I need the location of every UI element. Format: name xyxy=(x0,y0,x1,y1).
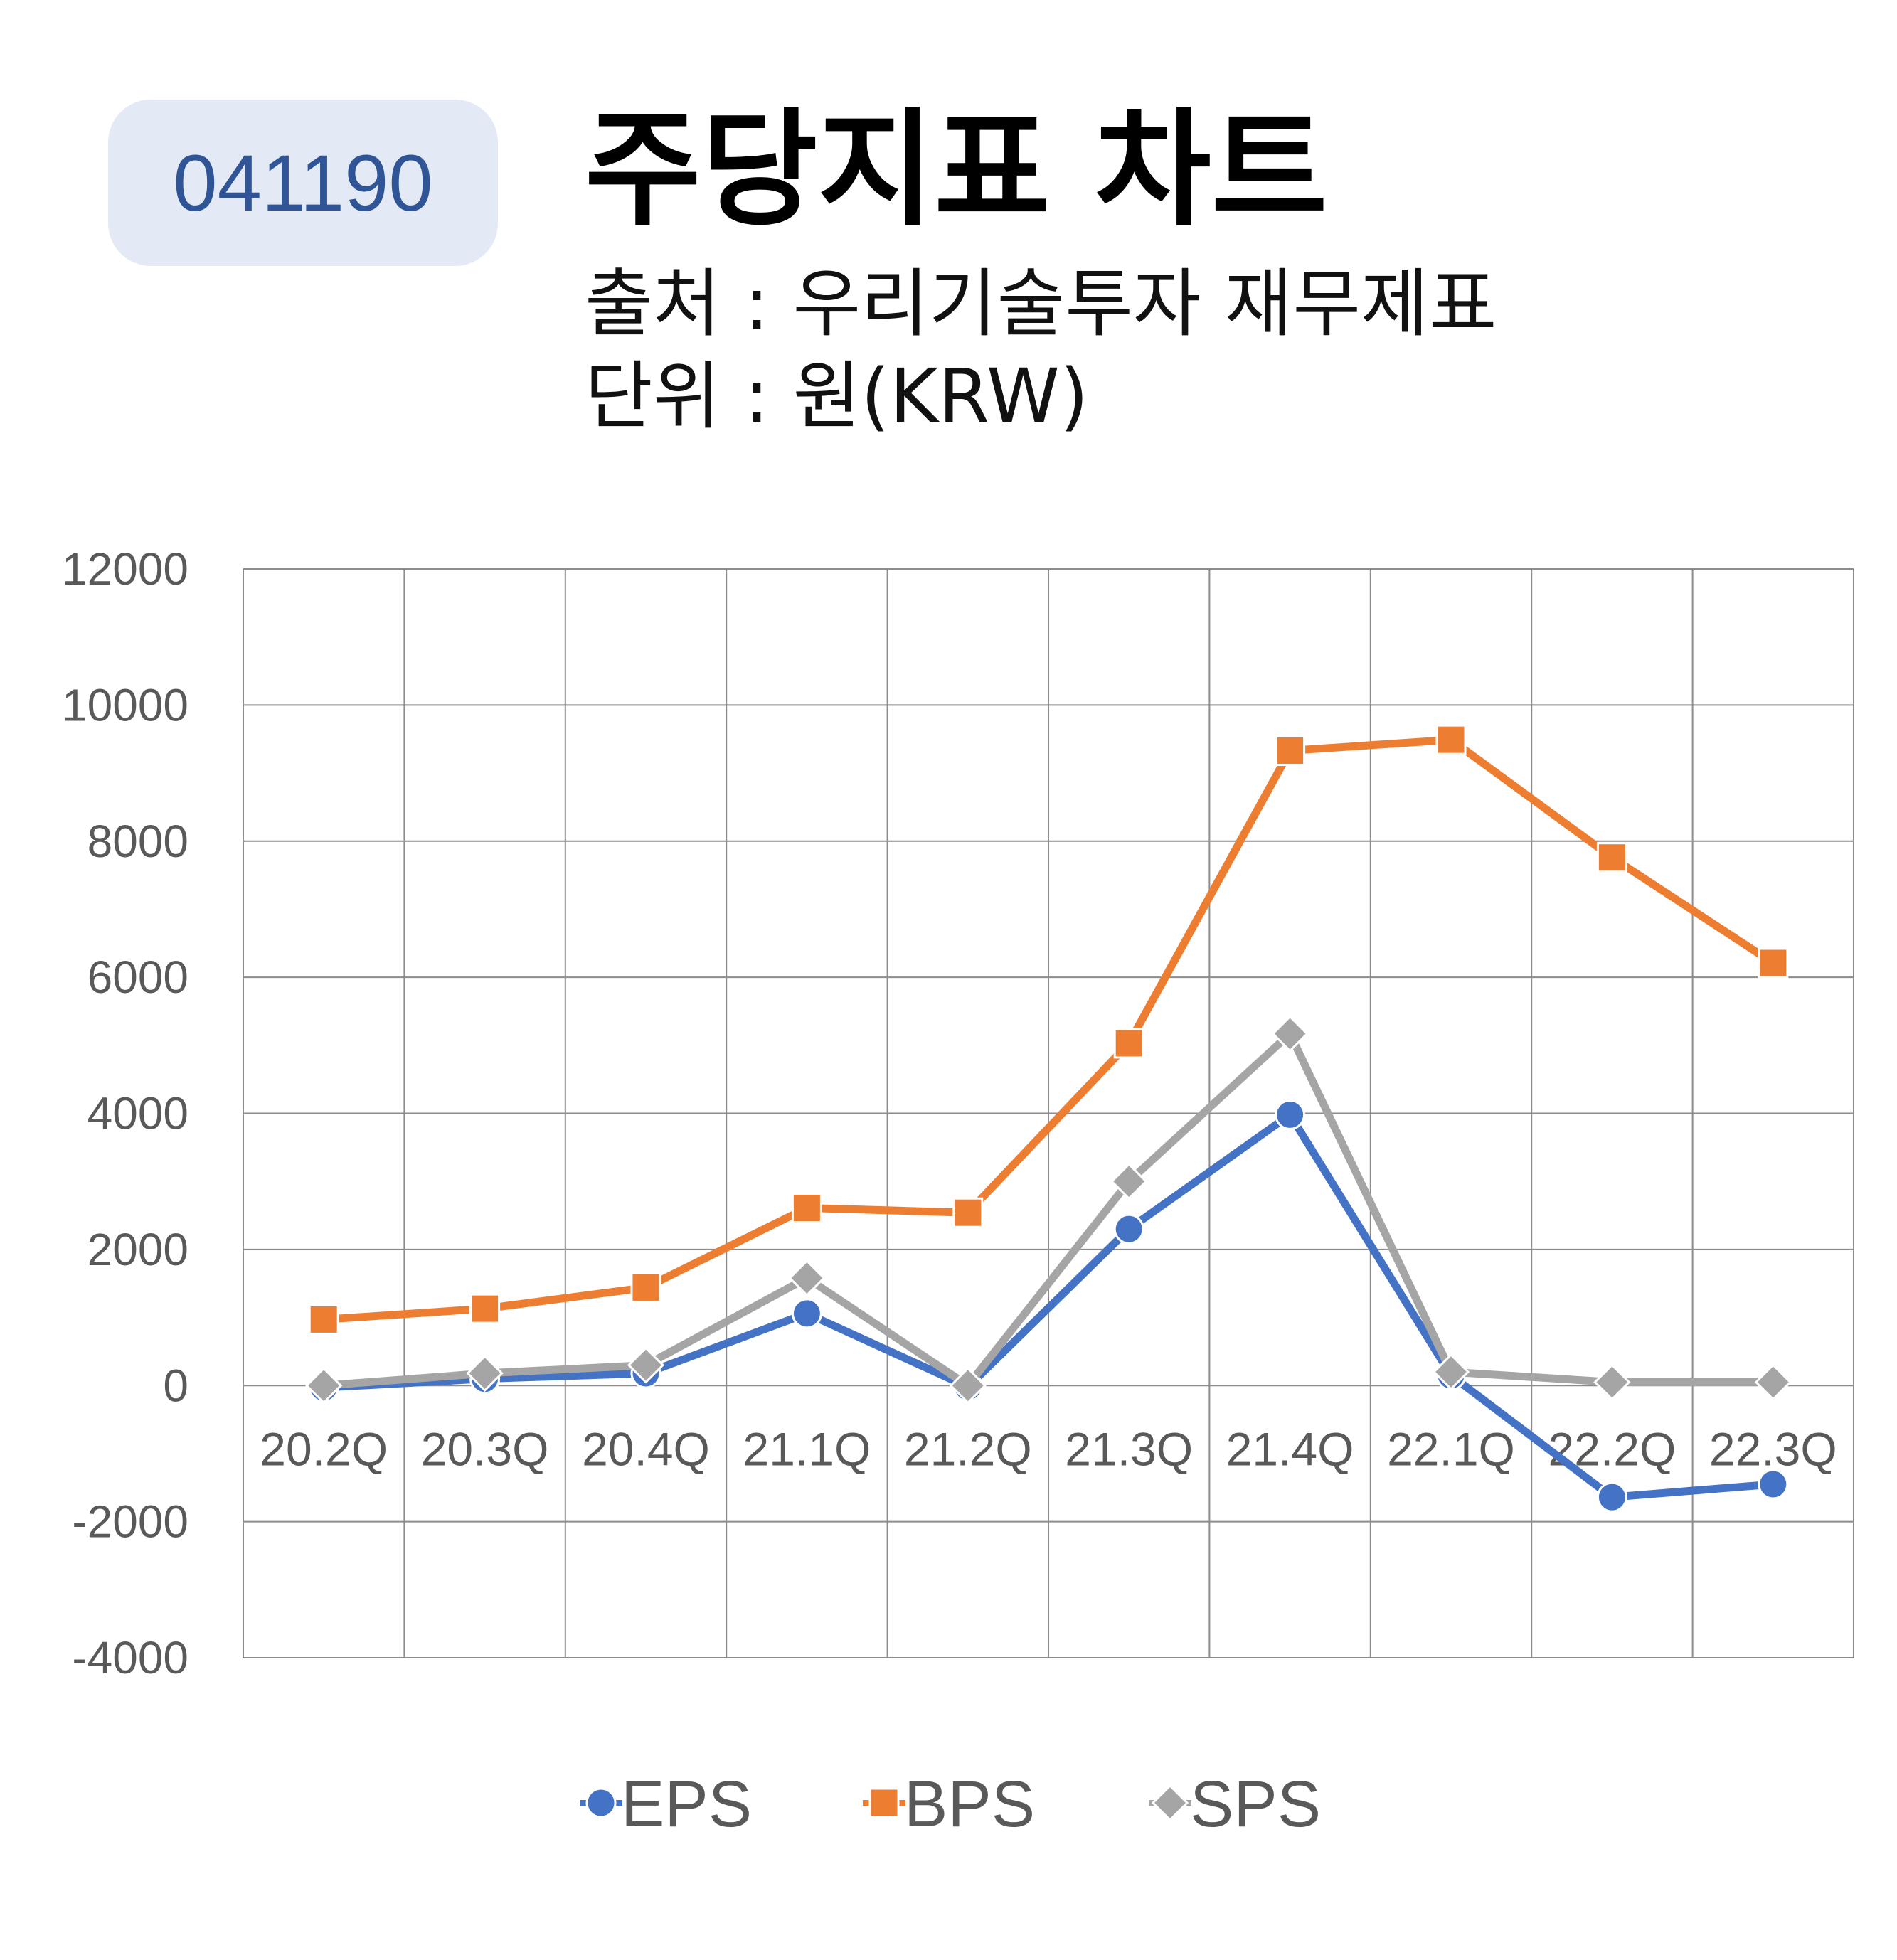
sps-legend-label: SPS xyxy=(1190,1768,1321,1841)
bps-point xyxy=(1596,842,1627,873)
bps-point xyxy=(952,1197,984,1228)
eps-line xyxy=(323,1110,1774,1501)
y-tick-label: -2000 xyxy=(72,1496,188,1548)
y-tick-label: 2000 xyxy=(87,1224,188,1275)
sps-point xyxy=(788,1259,826,1297)
eps-point xyxy=(1275,1099,1306,1130)
eps-legend-marker xyxy=(585,1787,617,1818)
sps-line xyxy=(323,1030,1773,1390)
x-tick-label: 21.1Q xyxy=(743,1422,871,1475)
eps-point xyxy=(1113,1213,1144,1245)
grid-lines xyxy=(243,568,1854,1658)
x-tick-label: 20.4Q xyxy=(582,1422,710,1475)
source-label: 출처 : 우리기술투자 재무제표 xyxy=(585,260,1497,347)
bps-point xyxy=(469,1293,501,1324)
bps-line xyxy=(323,735,1775,1323)
x-tick-label: 20.2Q xyxy=(260,1422,388,1475)
sps-point xyxy=(1110,1163,1148,1200)
bps-point xyxy=(1435,724,1467,755)
chart-title: 주당지표 차트 xyxy=(585,96,1328,243)
x-tick-label: 21.4Q xyxy=(1226,1422,1354,1475)
bps-point xyxy=(1275,735,1306,766)
bps-legend-label: BPS xyxy=(904,1768,1035,1841)
eps-point xyxy=(1596,1481,1627,1513)
sps-point xyxy=(466,1354,504,1392)
series-lines xyxy=(305,724,1792,1513)
bps-point xyxy=(1113,1028,1144,1059)
bps-point xyxy=(791,1193,822,1224)
bps-point xyxy=(1758,947,1789,979)
eps-legend-label: EPS xyxy=(621,1768,752,1841)
stock-code-badge: 041190 xyxy=(108,100,498,266)
y-tick-label: 0 xyxy=(163,1360,188,1411)
bps-legend-marker xyxy=(868,1787,900,1818)
x-axis-labels: 20.2Q 20.3Q 20.4Q 21.1Q 21.2Q 21.3Q 21.4Q 22.1Q… xyxy=(260,1422,1837,1475)
x-tick-label: 21.3Q xyxy=(1065,1422,1193,1475)
x-tick-label: 22.1Q xyxy=(1387,1422,1515,1475)
sps-point xyxy=(1754,1363,1792,1401)
x-tick-label: 20.3Q xyxy=(421,1422,549,1475)
x-tick-label: 21.2Q xyxy=(904,1422,1032,1475)
sps-point xyxy=(1432,1353,1470,1391)
unit-label: 단위 : 원(KRW) xyxy=(585,353,1089,440)
y-tick-label: 8000 xyxy=(87,816,188,867)
bps-point xyxy=(308,1304,339,1335)
y-tick-label: 10000 xyxy=(62,679,188,730)
x-tick-label: 22.3Q xyxy=(1709,1422,1837,1475)
y-tick-label: 4000 xyxy=(87,1088,188,1139)
sps-point xyxy=(1593,1363,1631,1401)
bps-point xyxy=(630,1272,661,1303)
eps-point xyxy=(791,1298,822,1329)
y-tick-label: 6000 xyxy=(87,952,188,1003)
stock-code: 041190 xyxy=(173,138,433,228)
y-axis-ticks: 12000 10000 8000 6000 4000 2000 0 -2000 -4000 xyxy=(62,543,188,1683)
sps-legend-marker xyxy=(1151,1784,1189,1822)
y-tick-label: 12000 xyxy=(62,543,188,595)
y-tick-label: -4000 xyxy=(72,1632,188,1683)
sps-point xyxy=(949,1367,987,1405)
sps-point xyxy=(627,1346,665,1384)
eps-point xyxy=(1758,1469,1789,1500)
legend: EPS BPS SPS xyxy=(580,1768,1321,1841)
sps-point xyxy=(305,1367,343,1405)
sps-point xyxy=(1271,1015,1309,1053)
